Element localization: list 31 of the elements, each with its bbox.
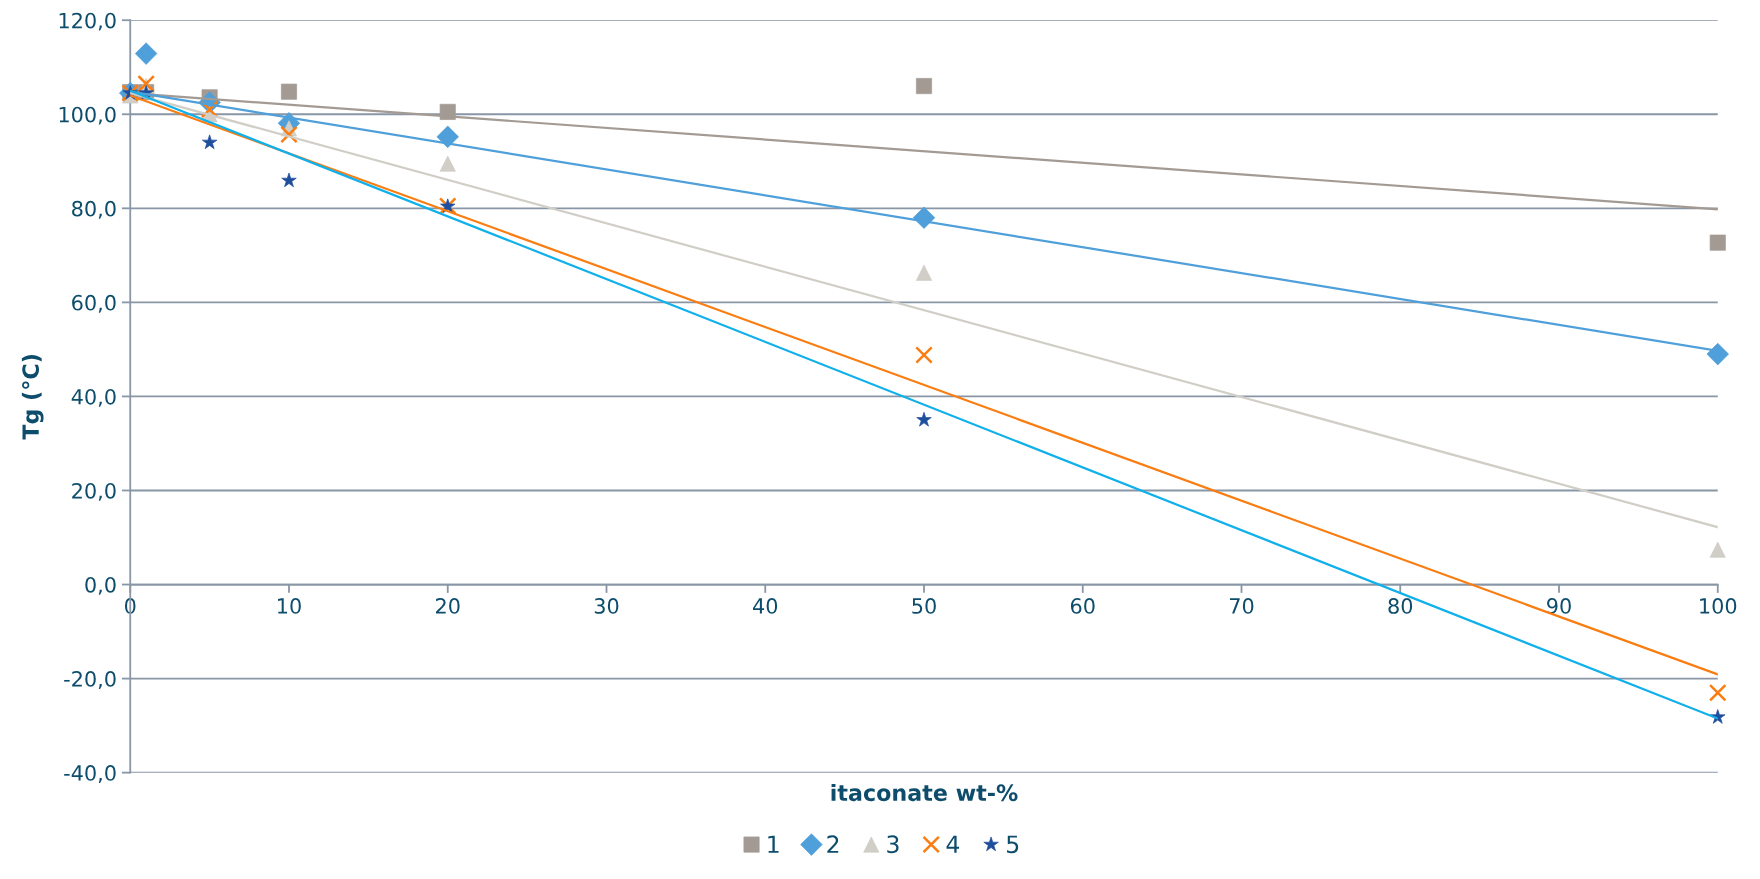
point <box>281 83 297 100</box>
x-tick-label: 100 <box>1700 598 1737 614</box>
x-tick-label: 60 <box>1070 598 1095 614</box>
x-tick-label: 90 <box>1547 598 1571 614</box>
x-tick-label: 80 <box>1388 598 1413 614</box>
x-tick-label: 20 <box>436 598 460 614</box>
x-axis-title: itaconate wt-% <box>831 783 1018 802</box>
legend-label: 2 <box>827 835 839 853</box>
x-tick-label: 40 <box>753 598 778 614</box>
y-tick-label: 120,0 <box>59 12 116 31</box>
legend-label: 5 <box>1007 835 1019 854</box>
y-tick-label: 40,0 <box>71 388 116 407</box>
point <box>916 78 932 95</box>
legend-label: 1 <box>768 835 779 853</box>
x-tick-label: 30 <box>594 598 619 614</box>
point <box>137 74 155 93</box>
point <box>1708 683 1727 702</box>
y-tick-label: 0,0 <box>85 576 116 595</box>
x-tick-label: 50 <box>912 598 936 614</box>
y-tick-label: 100,0 <box>59 106 116 125</box>
y-axis-title: Tg (°C) <box>21 355 44 440</box>
y-tick-label: 80,0 <box>72 200 116 219</box>
legend-label: 4 <box>946 835 960 853</box>
point <box>915 346 933 364</box>
y-tick-label: -40,0 <box>64 765 116 783</box>
x-tick-label: 10 <box>278 598 301 614</box>
y-tick-label: -20,0 <box>64 671 116 689</box>
y-tick-label: 20,0 <box>72 482 116 501</box>
legend-label: 3 <box>887 835 899 854</box>
x-tick-label: 70 <box>1229 598 1254 614</box>
y-tick-label: 60,0 <box>72 294 116 313</box>
